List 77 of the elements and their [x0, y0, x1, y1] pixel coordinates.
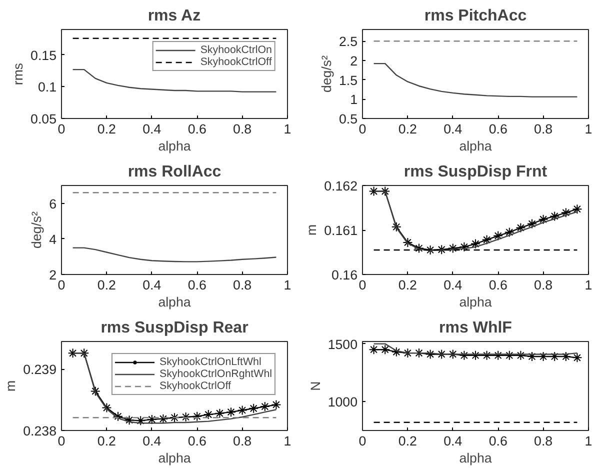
x-tick-label: 0.6 — [488, 278, 508, 292]
x-tick-label: 0 — [358, 278, 366, 292]
chart-title: rms WhlF — [439, 320, 512, 336]
y-tick-label: 1000 — [328, 394, 358, 410]
x-tick-label: 0.6 — [488, 434, 508, 448]
y-tick-label: 0.161 — [324, 223, 358, 238]
x-tick-label: 0.6 — [488, 122, 508, 136]
x-tick-label: 0 — [58, 434, 66, 448]
y-axis-title: deg/s² — [29, 210, 44, 249]
x-axis-title: alpha — [459, 450, 492, 466]
y-tick-label: 0.05 — [30, 112, 57, 126]
y-tick-label: 6 — [49, 196, 57, 212]
y-tick-label: 2 — [49, 268, 57, 282]
legend-label: SkyhookCtrlOnRghtWhl — [159, 368, 272, 380]
y-tick-label: 0.1 — [38, 80, 57, 95]
x-tick-label: 0.8 — [233, 278, 252, 292]
y-tick-label: 1.5 — [338, 72, 358, 88]
y-tick-label: 0.239 — [23, 362, 57, 378]
y-axis-title: rms — [10, 62, 26, 86]
x-tick-label: 1 — [284, 434, 292, 448]
x-tick-label: 0.2 — [398, 434, 417, 448]
y-tick-label: 2 — [350, 53, 358, 68]
x-tick-label: 1 — [584, 122, 592, 136]
x-tick-label: 0.6 — [188, 434, 206, 448]
legend-label: SkyhookCtrlOff — [200, 56, 272, 68]
x-tick-label: 1 — [584, 278, 592, 292]
chart-title: rms Az — [148, 8, 201, 24]
x-tick-label: 0.8 — [534, 122, 553, 136]
x-tick-label: 0.2 — [97, 434, 116, 448]
chart-title: rms SuspDisp Rear — [100, 320, 248, 336]
x-tick-label: 0.4 — [444, 122, 463, 136]
x-tick-label: 1 — [284, 122, 292, 136]
x-tick-label: 0.8 — [534, 278, 553, 292]
x-tick-label: 0.4 — [142, 278, 162, 292]
x-tick-label: 0.4 — [142, 122, 162, 136]
y-tick-label: 0.15 — [30, 48, 57, 63]
x-tick-label: 0.6 — [188, 122, 206, 136]
x-axis-title: alpha — [158, 138, 192, 154]
legend-label: SkyhookCtrlOnLftWhl — [159, 356, 262, 368]
x-tick-label: 0.8 — [534, 434, 553, 448]
y-tick-label: 0.162 — [324, 178, 358, 194]
chart-title: rms PitchAcc — [424, 8, 527, 24]
y-axis-title: m — [3, 380, 18, 392]
x-tick-label: 0.2 — [398, 278, 417, 292]
x-axis-title: alpha — [459, 294, 492, 310]
x-tick-label: 0.8 — [233, 122, 252, 136]
legend-label: SkyhookCtrlOn — [200, 44, 272, 56]
x-tick-label: 0 — [58, 278, 66, 292]
x-axis-title: alpha — [158, 294, 192, 310]
chart-title: rms SuspDisp Frnt — [404, 164, 548, 180]
chart-title: rms RollAcc — [128, 164, 222, 180]
x-tick-label: 0.4 — [142, 434, 162, 448]
legend-label: SkyhookCtrlOff — [159, 380, 231, 392]
y-axis-title: deg/s² — [318, 54, 334, 93]
x-tick-label: 0.2 — [97, 122, 116, 136]
x-tick-label: 0 — [58, 122, 66, 136]
x-tick-label: 0.8 — [233, 434, 252, 448]
y-tick-label: 0.16 — [332, 268, 358, 282]
y-tick-label: 2.5 — [338, 34, 358, 50]
x-tick-label: 0.4 — [444, 278, 463, 292]
x-tick-label: 0.2 — [97, 278, 116, 292]
x-tick-label: 1 — [284, 278, 292, 292]
y-axis-title: m — [304, 224, 320, 236]
x-axis-title: alpha — [158, 450, 192, 466]
y-tick-label: 1 — [350, 92, 358, 108]
y-tick-label: 0.238 — [23, 424, 57, 438]
x-tick-label: 0.2 — [398, 122, 417, 136]
y-axis-title: N — [308, 381, 323, 391]
y-tick-label: 0.5 — [338, 112, 358, 126]
x-tick-label: 0 — [358, 122, 366, 136]
y-tick-label: 1500 — [328, 336, 358, 352]
x-tick-label: 0.6 — [188, 278, 206, 292]
y-tick-label: 4 — [49, 232, 58, 247]
x-tick-label: 0.4 — [444, 434, 463, 448]
x-tick-label: 0 — [358, 434, 366, 448]
x-axis-title: alpha — [459, 138, 492, 154]
x-tick-label: 1 — [584, 434, 592, 448]
